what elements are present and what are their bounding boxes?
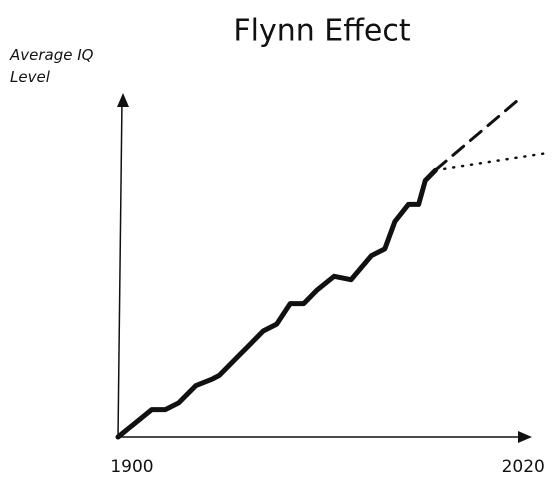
line-series — [433, 96, 522, 172]
x-axis-arrow — [518, 431, 532, 443]
line-series — [115, 167, 438, 440]
y-axis — [117, 99, 123, 438]
chart-title: Flynn Effect — [233, 14, 410, 49]
y-axis-label: Average IQ Level — [10, 46, 94, 86]
x-tick-label: 1900 — [110, 457, 153, 477]
y-axis-arrow — [117, 93, 129, 107]
line-series — [434, 151, 549, 172]
x-tick-label: 2020 — [502, 457, 545, 477]
